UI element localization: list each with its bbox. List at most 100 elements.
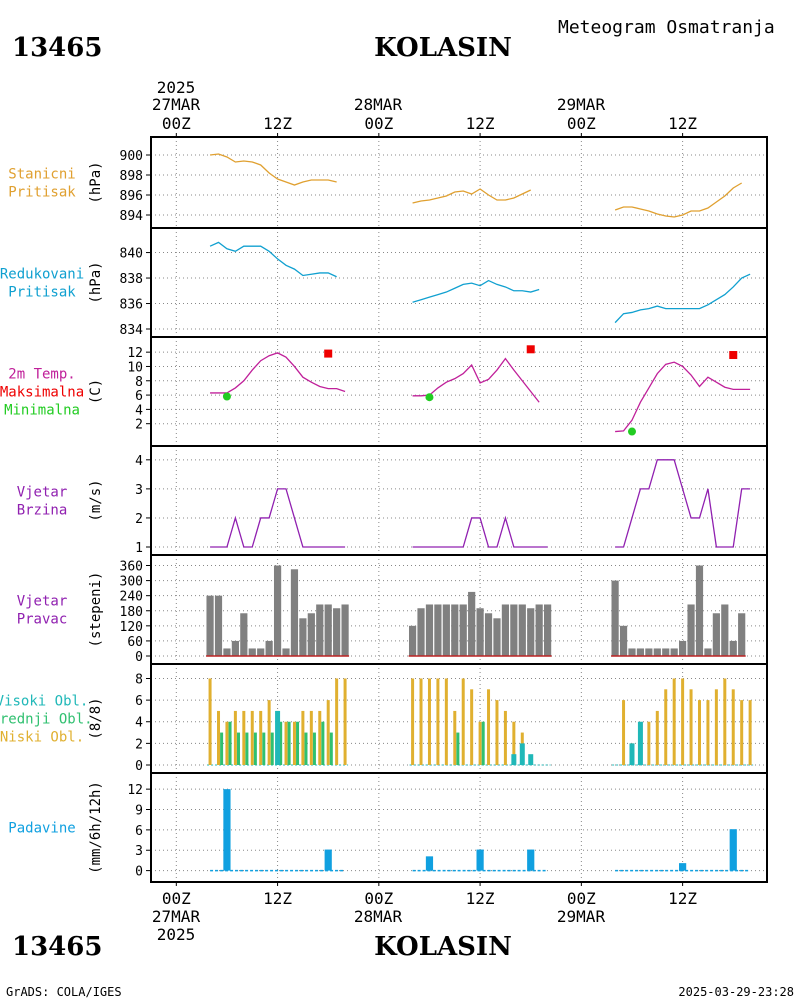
date-label-bottom-2: 28MAR <box>354 907 403 926</box>
y-tick-label: 838 <box>120 272 143 287</box>
y-tick-label: 834 <box>120 323 144 338</box>
x-tick-label-bottom: 00Z <box>567 889 596 908</box>
y-tick-label: 3 <box>135 483 143 498</box>
wind-dir-bar <box>636 648 645 656</box>
x-tick-label-top: 00Z <box>567 114 596 133</box>
panel-label: Maksimalna <box>0 385 84 401</box>
low-cloud-bar <box>292 721 296 765</box>
wind-dir-bar <box>290 569 299 656</box>
wind-dir-bar <box>476 608 484 656</box>
panel-plot-area <box>151 555 767 664</box>
panel-unit-label: (stepeni) <box>88 572 104 648</box>
station-id-top: 13465 <box>12 33 102 63</box>
series-line <box>209 153 337 186</box>
mid-cloud-bar <box>262 732 266 765</box>
x-tick-label-top: 00Z <box>162 114 191 133</box>
low-cloud-bar <box>419 678 423 765</box>
wind-dir-bar <box>712 613 720 656</box>
wind-dir-bar <box>333 608 341 656</box>
wind-dir-bar <box>544 604 552 656</box>
year-label-top: 2025 <box>157 78 196 97</box>
station-id-bottom: 13465 <box>12 932 102 962</box>
panel-frame <box>150 336 768 447</box>
low-cloud-bar <box>487 689 491 765</box>
mid-cloud-bar <box>456 732 460 765</box>
wind-dir-bar <box>425 604 434 656</box>
panel-frame <box>150 772 768 883</box>
panel-frame <box>150 136 768 229</box>
high-cloud-bar <box>511 754 517 765</box>
panel-plot-area <box>151 773 767 882</box>
wind-dir-bar <box>645 648 653 656</box>
wind-dir-bar <box>206 595 214 656</box>
panel-unit-label: (hPa) <box>88 161 104 203</box>
panel-label: Brzina <box>17 503 68 519</box>
x-tick-label-bottom: 00Z <box>364 889 393 908</box>
wind-dir-bar <box>662 648 670 656</box>
panel-label: 2m Temp. <box>8 367 75 383</box>
mid-cloud-bar <box>304 732 308 765</box>
precip-bar <box>679 863 687 871</box>
y-tick-label: 12 <box>127 783 143 798</box>
y-tick-label: 4 <box>135 454 143 469</box>
y-tick-label: 9 <box>135 804 143 819</box>
y-tick-label: 8 <box>135 672 143 687</box>
mid-cloud-bar <box>279 721 283 765</box>
precip-bar <box>324 849 332 871</box>
low-cloud-bar <box>512 721 516 765</box>
wind-dir-bar <box>214 595 223 656</box>
panel-label: Pritisak <box>8 285 76 301</box>
panel-label: Vjetar <box>17 594 68 610</box>
panel-label: Pravac <box>17 612 68 628</box>
mid-cloud-bar <box>253 732 257 765</box>
wind-dir-bar <box>501 604 510 656</box>
panel-plot-area <box>151 446 767 555</box>
panel-label: Vjetar <box>17 485 68 501</box>
date-label-bottom-3: 29MAR <box>557 907 606 926</box>
low-cloud-bar <box>326 700 330 765</box>
low-cloud-bar <box>444 678 448 765</box>
low-cloud-bar <box>453 710 457 765</box>
low-cloud-bar <box>731 689 735 765</box>
low-cloud-bar <box>411 678 415 765</box>
tmax-marker <box>526 345 535 354</box>
low-cloud-bar <box>436 678 440 765</box>
wind-dir-bar <box>273 565 282 656</box>
y-tick-label: 836 <box>120 298 143 313</box>
wind-dir-bar <box>535 604 543 656</box>
wind-dir-bar <box>324 604 332 656</box>
y-tick-label: 4 <box>135 403 143 418</box>
date-label-bottom-1: 27MAR <box>152 907 201 926</box>
wind-dir-bar <box>653 648 661 656</box>
y-tick-label: 3 <box>135 844 143 859</box>
wind-dir-bar <box>518 604 526 656</box>
wind-dir-bar <box>223 648 231 656</box>
mid-cloud-bar <box>228 721 232 765</box>
y-tick-label: 2 <box>135 512 143 527</box>
mid-cloud-bar <box>312 732 316 765</box>
low-cloud-bar <box>655 710 659 765</box>
mid-cloud-bar <box>270 732 274 765</box>
high-cloud-bar <box>528 754 534 765</box>
high-cloud-bar <box>275 710 281 765</box>
low-cloud-bar <box>309 710 313 765</box>
precip-bar <box>729 829 737 871</box>
high-cloud-bar <box>629 743 635 765</box>
y-tick-label: 300 <box>120 575 143 590</box>
mid-cloud-bar <box>287 721 291 765</box>
date-label-top-1: 27MAR <box>152 95 201 114</box>
y-tick-label: 360 <box>120 560 143 575</box>
low-cloud-bar <box>427 678 431 765</box>
low-cloud-bar <box>495 700 499 765</box>
precip-bar <box>425 856 434 871</box>
panel-label: Niski Obl. <box>0 730 84 746</box>
mid-cloud-bar <box>329 732 333 765</box>
wind-dir-bar <box>307 613 315 656</box>
precip-bar <box>476 849 484 871</box>
tmax-marker <box>324 349 333 358</box>
mid-cloud-bar <box>245 732 249 765</box>
panel-label: Minimalna <box>4 403 80 419</box>
tmin-marker <box>222 392 231 401</box>
low-cloud-bar <box>714 689 718 765</box>
wind-dir-bar <box>729 640 737 656</box>
